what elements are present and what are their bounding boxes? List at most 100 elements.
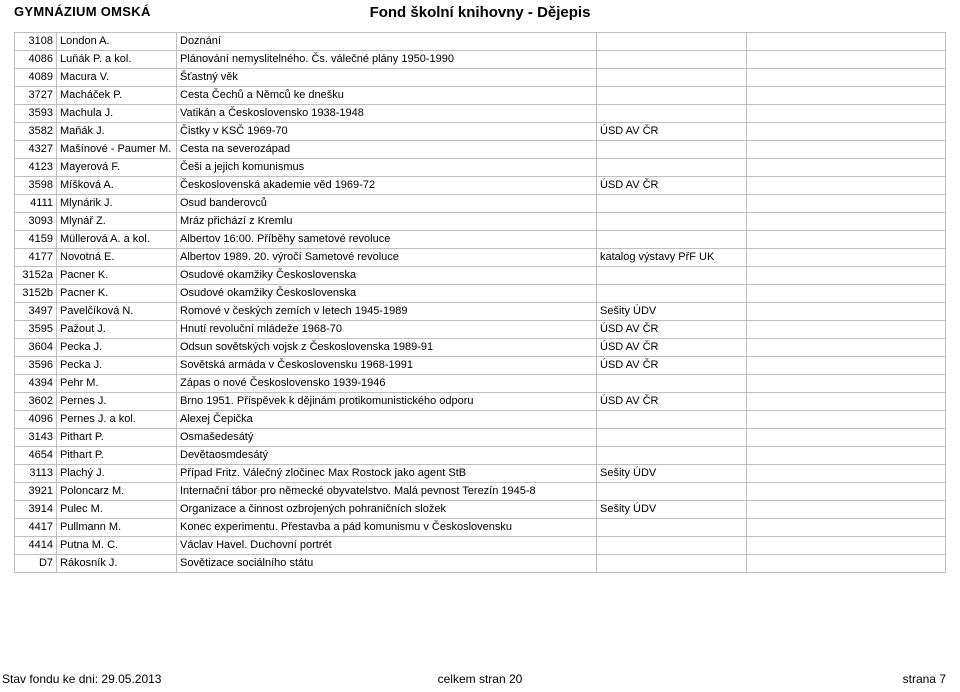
cell-author: Pulec M. <box>57 501 177 519</box>
cell-title: Václav Havel. Duchovní portrét <box>177 537 597 555</box>
cell-note: ÚSD AV ČR <box>597 321 747 339</box>
cell-id: 3093 <box>15 213 57 231</box>
cell-blank <box>747 375 946 393</box>
cell-blank <box>747 213 946 231</box>
cell-id: 3598 <box>15 177 57 195</box>
cell-note <box>597 429 747 447</box>
cell-note <box>597 411 747 429</box>
cell-id: 3497 <box>15 303 57 321</box>
cell-note <box>597 87 747 105</box>
cell-blank <box>747 177 946 195</box>
table-row: 4654Pithart P.Devětaosmdesátý <box>15 447 946 465</box>
footer-right: strana 7 <box>903 672 946 686</box>
cell-blank <box>747 33 946 51</box>
cell-blank <box>747 231 946 249</box>
cell-author: Macháček P. <box>57 87 177 105</box>
table-row: 4414Putna M. C.Václav Havel. Duchovní po… <box>15 537 946 555</box>
cell-id: 4086 <box>15 51 57 69</box>
cell-author: Mayerová F. <box>57 159 177 177</box>
cell-author: Pernes J. a kol. <box>57 411 177 429</box>
cell-note: ÚSD AV ČR <box>597 357 747 375</box>
cell-id: 3604 <box>15 339 57 357</box>
table-row: 4123Mayerová F.Češi a jejich komunismus <box>15 159 946 177</box>
cell-title: Šťastný věk <box>177 69 597 87</box>
cell-id: 3582 <box>15 123 57 141</box>
cell-title: Plánování nemyslitelného. Čs. válečné pl… <box>177 51 597 69</box>
table-row: 3143Pithart P.Osmašedesátý <box>15 429 946 447</box>
cell-note <box>597 51 747 69</box>
cell-title: Sovětizace sociálního státu <box>177 555 597 573</box>
cell-blank <box>747 519 946 537</box>
cell-title: Sovětská armáda v Československu 1968-19… <box>177 357 597 375</box>
cell-note <box>597 159 747 177</box>
cell-note <box>597 105 747 123</box>
table-row: 3598Míšková A.Československá akademie vě… <box>15 177 946 195</box>
cell-blank <box>747 51 946 69</box>
footer-right-label: strana <box>903 672 936 686</box>
cell-note <box>597 483 747 501</box>
cell-blank <box>747 249 946 267</box>
cell-author: Luňák P. a kol. <box>57 51 177 69</box>
cell-title: Osmašedesátý <box>177 429 597 447</box>
cell-note <box>597 555 747 573</box>
cell-id: 3921 <box>15 483 57 501</box>
table-row: 3497Pavelčíková N.Romové v českých zemíc… <box>15 303 946 321</box>
cell-blank <box>747 69 946 87</box>
cell-title: Devětaosmdesátý <box>177 447 597 465</box>
cell-blank <box>747 195 946 213</box>
cell-title: Albertov 16:00. Příběhy sametové revoluc… <box>177 231 597 249</box>
catalog-table: 3108London A.Doznání4086Luňák P. a kol.P… <box>14 32 946 573</box>
cell-title: Mráz přichází z Kremlu <box>177 213 597 231</box>
cell-blank <box>747 303 946 321</box>
cell-author: Pithart P. <box>57 429 177 447</box>
cell-title: Albertov 1989. 20. výročí Sametové revol… <box>177 249 597 267</box>
cell-id: 3595 <box>15 321 57 339</box>
cell-id: 4654 <box>15 447 57 465</box>
cell-id: 3108 <box>15 33 57 51</box>
cell-title: Odsun sovětských vojsk z Československa … <box>177 339 597 357</box>
cell-note: katalog výstavy PřF UK <box>597 249 747 267</box>
cell-author: Maňák J. <box>57 123 177 141</box>
cell-blank <box>747 141 946 159</box>
table-row: 3596Pecka J.Sovětská armáda v Českoslove… <box>15 357 946 375</box>
cell-blank <box>747 465 946 483</box>
table-row: 4089Macura V.Šťastný věk <box>15 69 946 87</box>
cell-title: Československá akademie věd 1969-72 <box>177 177 597 195</box>
cell-id: 3152b <box>15 285 57 303</box>
table-row: 3152aPacner K.Osudové okamžiky Českoslov… <box>15 267 946 285</box>
cell-note <box>597 195 747 213</box>
table-row: 4394Pehr M.Zápas o nové Československo 1… <box>15 375 946 393</box>
cell-blank <box>747 429 946 447</box>
cell-author: Macura V. <box>57 69 177 87</box>
table-row: 3093Mlynář Z.Mráz přichází z Kremlu <box>15 213 946 231</box>
cell-title: Osudové okamžiky Československa <box>177 267 597 285</box>
table-row: 4096Pernes J. a kol.Alexej Čepička <box>15 411 946 429</box>
table-row: 4086Luňák P. a kol.Plánování nemysliteln… <box>15 51 946 69</box>
cell-author: Pavelčíková N. <box>57 303 177 321</box>
table-row: 3582Maňák J.Čistky v KSČ 1969-70ÚSD AV Č… <box>15 123 946 141</box>
cell-blank <box>747 159 946 177</box>
table-row: 3108London A.Doznání <box>15 33 946 51</box>
footer-center: celkem stran 20 <box>0 672 960 686</box>
cell-author: Pecka J. <box>57 357 177 375</box>
cell-author: Pernes J. <box>57 393 177 411</box>
table-row: 3602Pernes J.Brno 1951. Příspěvek k ději… <box>15 393 946 411</box>
cell-author: Pecka J. <box>57 339 177 357</box>
page-title: Fond školní knihovny - Dějepis <box>14 4 946 21</box>
cell-note <box>597 231 747 249</box>
cell-blank <box>747 321 946 339</box>
cell-author: Pullmann M. <box>57 519 177 537</box>
cell-id: 4089 <box>15 69 57 87</box>
cell-title: Konec experimentu. Přestavba a pád komun… <box>177 519 597 537</box>
table-row: 4159Müllerová A. a kol.Albertov 16:00. P… <box>15 231 946 249</box>
cell-title: Brno 1951. Příspěvek k dějinám protikomu… <box>177 393 597 411</box>
footer-page-no: 7 <box>939 672 946 686</box>
cell-title: Internační tábor pro německé obyvatelstv… <box>177 483 597 501</box>
cell-author: Plachý J. <box>57 465 177 483</box>
cell-title: Alexej Čepička <box>177 411 597 429</box>
cell-note <box>597 375 747 393</box>
cell-author: Pacner K. <box>57 267 177 285</box>
cell-id: 3914 <box>15 501 57 519</box>
footer-total-pages: 20 <box>509 672 522 686</box>
cell-author: Poloncarz M. <box>57 483 177 501</box>
